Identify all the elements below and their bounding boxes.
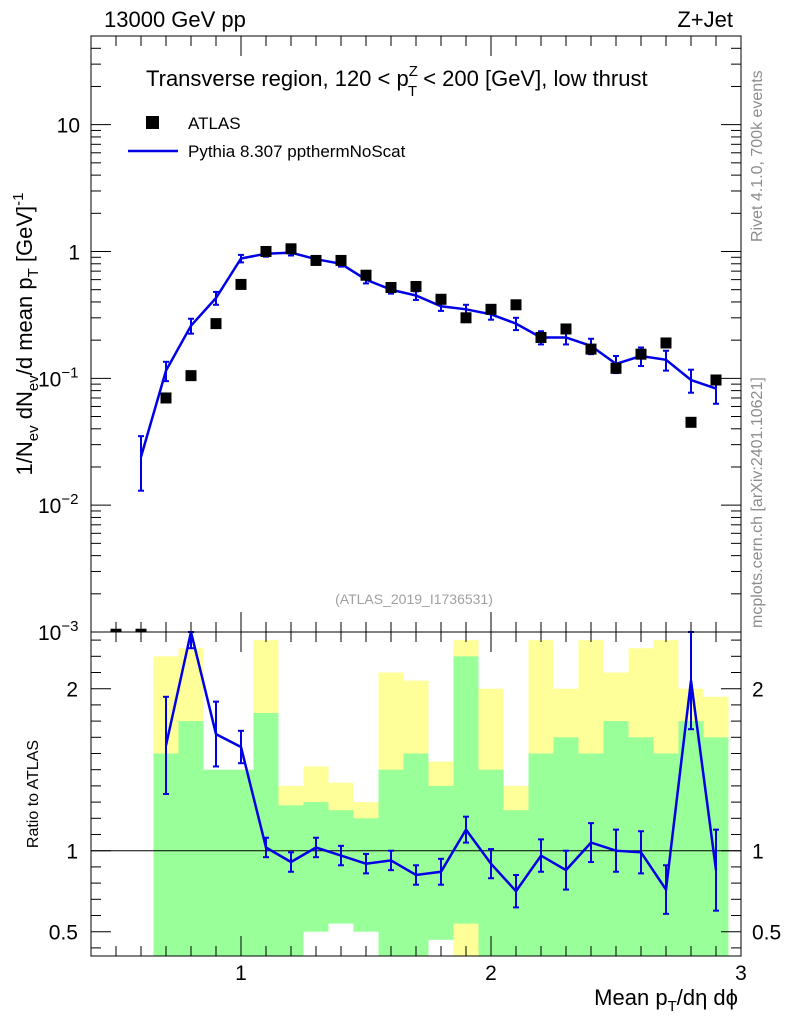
ratio-band-inner	[328, 810, 354, 924]
main-data	[110, 243, 722, 632]
ratio-band-inner	[303, 802, 329, 932]
x-axis-label: Mean pT/dη dϕ	[594, 985, 738, 1015]
legend-mc-label: Pythia 8.307 ppthermNoScat	[188, 142, 406, 161]
atlas-point	[710, 374, 722, 386]
ylabel-part-3: ev	[25, 375, 42, 391]
ratio-ytick-label-right-1: 1	[752, 841, 764, 864]
atlas-point	[260, 245, 272, 257]
atlas-point	[135, 628, 147, 632]
mc-curve	[139, 251, 717, 458]
atlas-point	[210, 318, 222, 330]
atlas-point	[410, 280, 422, 292]
x-tick-label-1: 2	[485, 962, 497, 985]
header-right: Z+Jet	[677, 7, 733, 32]
main-ytick-label-2: 10−1	[38, 364, 78, 391]
ratio-band-inner	[178, 721, 204, 956]
main-ytick-label-4: 10	[57, 115, 80, 138]
title-suffix: < 200 [GeV], low thrust	[417, 66, 648, 91]
atlas-point	[235, 278, 247, 290]
main-ylabel: 1/Nev dNev/d mean pT [GeV]-1	[10, 193, 42, 476]
mcplots-label: mcplots.cern.ch [arXiv:2401.10621]	[749, 377, 766, 628]
ylabel-part-0: 1/N	[12, 441, 37, 475]
main-ytick-label-0: 10−3	[38, 618, 78, 645]
atlas-point	[335, 254, 347, 266]
main-ytick-label-1: 10−2	[38, 491, 78, 518]
ratio-band-inner	[653, 753, 679, 956]
atlas-point	[635, 348, 647, 360]
ratio-bands	[153, 640, 729, 956]
ratio-ticks: 0.5 0.5 1 1 2 2 1 2 3	[49, 632, 781, 985]
atlas-point	[460, 312, 472, 324]
title-sup: Z	[409, 63, 418, 80]
atlas-point	[685, 416, 697, 428]
atlas-point	[510, 299, 522, 311]
ratio-data	[163, 631, 719, 915]
x-tick-label-2: 3	[735, 962, 747, 985]
atlas-point	[185, 370, 197, 382]
title-prefix: Transverse region, 120 < p	[146, 66, 409, 91]
rivet-label: Rivet 4.1.0, 700k events	[749, 70, 766, 242]
ylabel-part-2: dN	[12, 391, 37, 425]
title-sub: T	[408, 83, 417, 100]
ratio-frame	[90, 631, 742, 957]
atlas-point	[435, 293, 447, 305]
ratio-ytick-label-2: 2	[66, 679, 78, 702]
ratio-band-inner	[278, 805, 304, 956]
atlas-point	[110, 628, 122, 632]
x-tick-label-0: 1	[235, 962, 247, 985]
atlas-point	[610, 362, 622, 374]
ratio-band-inner	[553, 737, 579, 956]
atlas-point	[560, 323, 572, 335]
atlas-point	[535, 331, 547, 343]
ratio-ytick-label-right-0: 0.5	[752, 922, 781, 945]
analysis-watermark: (ATLAS_2019_I1736531)	[335, 591, 493, 607]
atlas-point	[160, 392, 172, 404]
atlas-point	[385, 282, 397, 294]
ratio-ytick-label-right-2: 2	[752, 679, 764, 702]
xlabel-part-1: T	[668, 998, 677, 1015]
chart-title: Transverse region, 120 < pZ T < 200 [GeV]…	[146, 63, 648, 100]
atlas-point	[485, 303, 497, 315]
ylabel-part-1: ev	[25, 425, 42, 441]
ratio-band-inner	[453, 656, 479, 924]
atlas-point	[285, 243, 297, 255]
ratio-band-inner	[353, 818, 379, 932]
ratio-band-inner	[228, 769, 254, 956]
atlas-point	[585, 343, 597, 355]
atlas-point	[660, 337, 672, 349]
ylabel-part-7: -1	[10, 193, 27, 206]
xlabel-part-0: Mean p	[594, 985, 667, 1010]
xlabel-part-2: /dη dϕ	[677, 985, 738, 1010]
header-left: 13000 GeV pp	[104, 7, 246, 32]
ratio-ytick-label-0: 0.5	[49, 922, 78, 945]
legend-atlas-label: ATLAS	[188, 114, 241, 133]
main-ytick-label-3: 1	[68, 241, 80, 264]
ratio-ylabel: Ratio to ATLAS	[25, 740, 42, 848]
ylabel-part-5: T	[25, 268, 42, 277]
atlas-point	[310, 254, 322, 266]
ylabel-part-6: [GeV]	[12, 206, 37, 268]
ylabel-part-4: /d mean p	[12, 277, 37, 375]
ratio-band-inner	[403, 753, 429, 956]
atlas-point	[360, 269, 372, 281]
ratio-band-inner	[203, 769, 229, 956]
main-ticks: 10−3 10−2 10−1 1 10	[38, 35, 742, 645]
legend-atlas-marker	[146, 116, 159, 129]
ratio-ytick-label-1: 1	[66, 841, 78, 864]
ratio-band-inner	[253, 713, 279, 956]
